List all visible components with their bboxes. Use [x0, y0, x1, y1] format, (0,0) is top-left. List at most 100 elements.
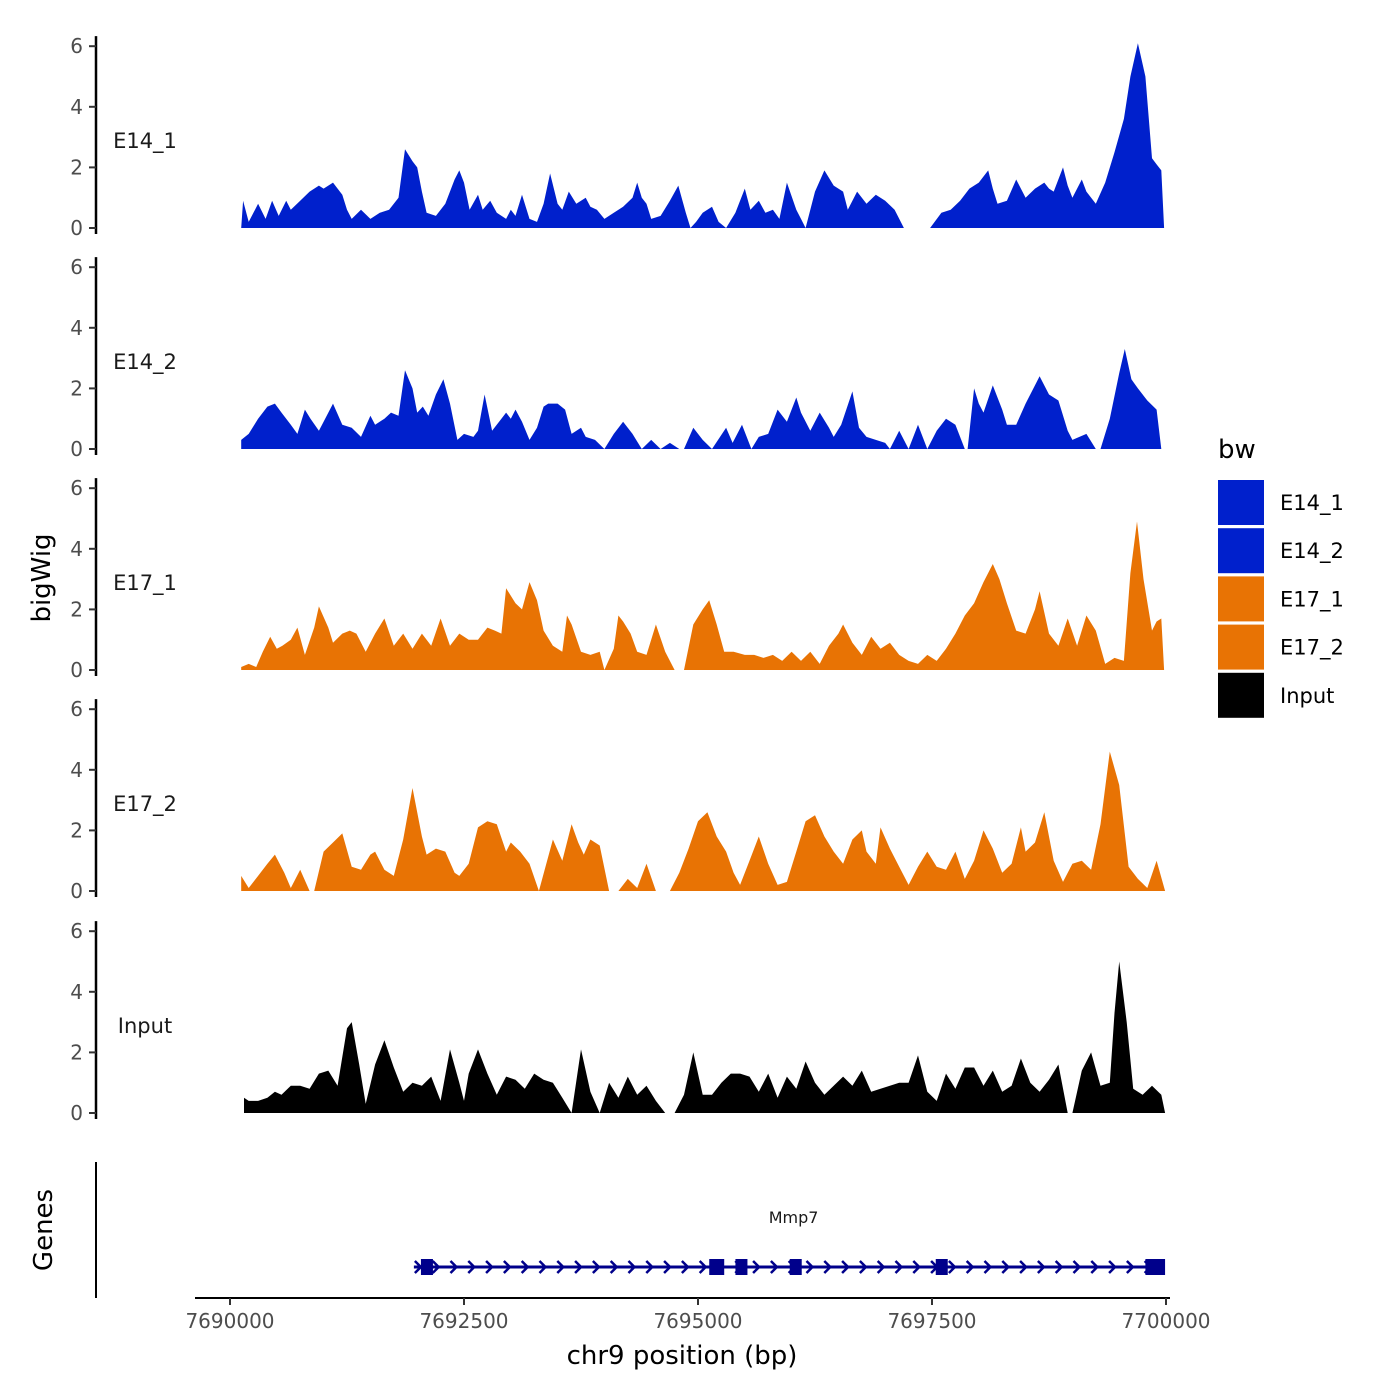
strand-arrow [823, 1260, 833, 1274]
strand-arrow [663, 1260, 672, 1274]
legend-label: E17_2 [1280, 636, 1344, 661]
strand-arrow [1054, 1260, 1064, 1274]
legend-swatch [1218, 624, 1264, 670]
track-Input: 0 2 4 6 Input [70, 919, 1166, 1125]
y-tick-label: 0 [70, 1101, 83, 1125]
track-label: Input [118, 1014, 172, 1038]
coverage-area [571, 1049, 600, 1113]
coverage-area [599, 1076, 666, 1113]
strand-arrow [769, 1260, 779, 1274]
coverage-area [674, 1052, 1068, 1113]
legend-label: E17_1 [1280, 587, 1344, 612]
legend-swatch [1218, 480, 1264, 525]
coverage-area [805, 170, 904, 228]
coverage-area [889, 430, 909, 449]
strand-arrow [894, 1260, 904, 1274]
coverage-area [1100, 349, 1162, 449]
strand-arrow [912, 1260, 922, 1274]
y-tick-label: 0 [70, 216, 83, 240]
strand-arrow [805, 1260, 815, 1274]
y-tick-label: 4 [70, 316, 83, 340]
y-tick-label: 0 [70, 879, 83, 903]
strand-arrow [876, 1260, 886, 1274]
y-tick-label: 0 [70, 658, 83, 682]
y-tick-label: 2 [70, 597, 83, 621]
y-tick-label: 6 [70, 697, 83, 721]
coverage-area [669, 751, 1166, 891]
x-tick-label: 7700000 [1121, 1309, 1210, 1333]
y-tick-label: 4 [70, 95, 83, 119]
coverage-area [618, 863, 656, 891]
strand-arrow [538, 1260, 548, 1274]
gene-exon [935, 1259, 948, 1275]
legend-title: bw [1218, 435, 1256, 465]
coverage-area [538, 824, 610, 891]
strand-arrow [1036, 1260, 1046, 1274]
track-E14_1: 0 2 4 6 E14_1 [70, 34, 1165, 240]
gene-exon [735, 1259, 748, 1275]
coverage-area [314, 788, 539, 891]
x-tick-label: 7692500 [419, 1309, 508, 1333]
x-axis-title: chr9 position (bp) [567, 1341, 798, 1371]
coverage-area [684, 521, 1165, 670]
coverage-area [244, 1022, 572, 1113]
tracks: 0 2 4 6 E14_1 0 2 4 6 E14_2 0 2 4 6 E17_1 0 2 4 6 E17_2 0 2 4 6… [70, 34, 1166, 1125]
strand-arrow [591, 1260, 601, 1274]
strand-arrow [752, 1260, 761, 1274]
legend-swatch [1218, 576, 1264, 622]
coverage-area [908, 424, 928, 449]
track-label: E14_1 [113, 129, 177, 154]
strand-arrow [574, 1260, 583, 1274]
track-label: E17_2 [113, 792, 177, 817]
coverage-area [660, 442, 680, 449]
y-tick-label: 2 [70, 1040, 83, 1064]
strand-arrow [556, 1260, 566, 1274]
strand-arrow [645, 1260, 655, 1274]
coverage-area [930, 43, 1165, 229]
strand-arrow [520, 1260, 530, 1274]
x-tick-label: 7697500 [887, 1309, 976, 1333]
strand-arrow [983, 1260, 993, 1274]
strand-arrow [485, 1260, 494, 1274]
strand-arrow [431, 1260, 441, 1274]
coverage-area [967, 376, 1096, 449]
strand-arrow [413, 1260, 423, 1274]
strand-arrow [947, 1260, 957, 1274]
legend-swatch [1218, 672, 1264, 718]
strand-arrow [502, 1260, 512, 1274]
gene-exon [1145, 1259, 1166, 1275]
coverage-area [1072, 961, 1166, 1113]
track-E17_2: 0 2 4 6 E17_2 [70, 697, 1166, 903]
strand-arrow [1001, 1260, 1011, 1274]
genes-axis-title: Genes [29, 1189, 59, 1271]
legend-label: Input [1280, 684, 1334, 708]
genes-track: Genes Mmp7 [29, 1162, 1166, 1298]
coverage-area [927, 418, 965, 449]
gene-name-label: Mmp7 [769, 1208, 819, 1227]
track-E17_1: 0 2 4 6 E17_1 [70, 476, 1165, 682]
coverage-area [684, 427, 712, 449]
strand-arrow [1108, 1260, 1117, 1274]
strand-arrow [467, 1260, 477, 1274]
x-tick-label: 7695000 [653, 1309, 742, 1333]
strand-arrow [858, 1260, 868, 1274]
x-axis: 7690000 7692500 7695000 7697500 7700000 [185, 1297, 1211, 1333]
legend-items: E14_1 E14_2 E17_1 E17_2 Input [1218, 480, 1344, 718]
strand-arrow [680, 1260, 690, 1274]
y-tick-label: 0 [70, 437, 83, 461]
strand-arrow [1019, 1260, 1028, 1274]
y-axis-title: bigWig [27, 533, 57, 622]
track-label: E17_1 [113, 571, 177, 596]
track-E14_2: 0 2 4 6 E14_2 [70, 255, 1162, 461]
strand-arrow [965, 1260, 975, 1274]
x-tick-label: 7690000 [185, 1309, 274, 1333]
y-tick-label: 4 [70, 537, 83, 561]
gene-exon [420, 1259, 433, 1275]
strand-arrow [627, 1260, 637, 1274]
y-tick-label: 2 [70, 376, 83, 400]
coverage-area [241, 582, 605, 670]
y-tick-label: 4 [70, 758, 83, 782]
y-tick-label: 4 [70, 980, 83, 1004]
coverage-area [726, 182, 806, 228]
gene-model: Mmp7 [413, 1208, 1166, 1275]
